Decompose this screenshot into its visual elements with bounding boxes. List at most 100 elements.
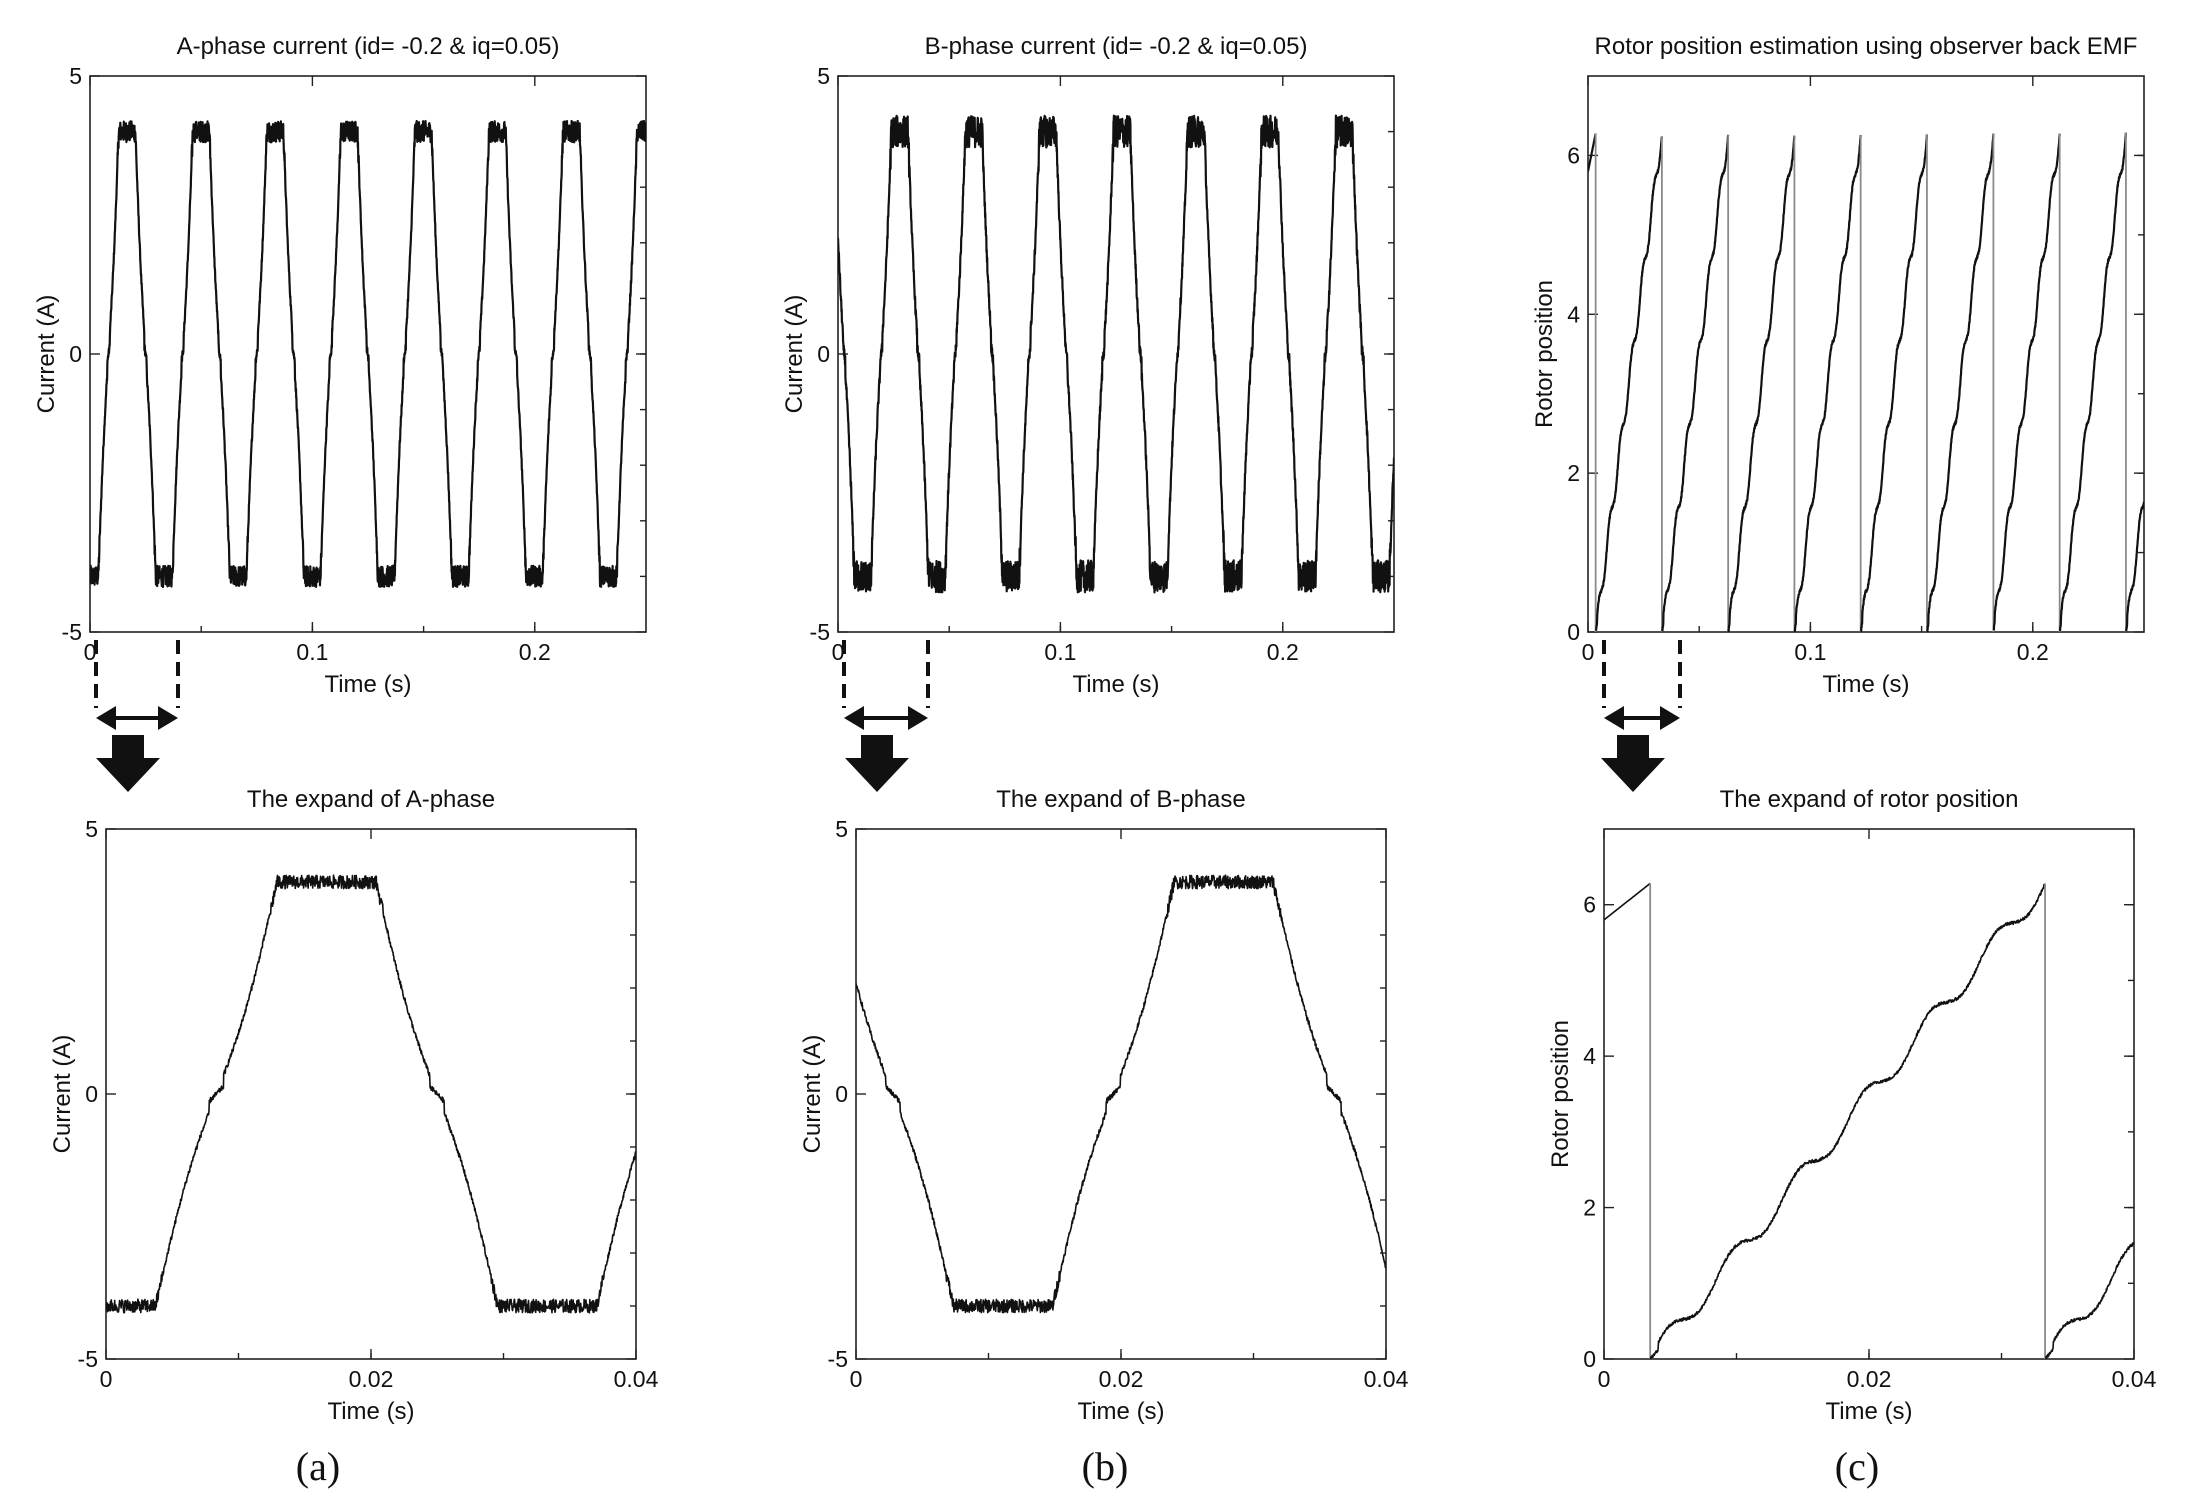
zoom-bracket [94, 640, 180, 708]
y-axis-label: Current (A) [49, 1035, 76, 1154]
y-tick-label: 5 [69, 63, 82, 89]
x-tick-label: 0 [832, 639, 845, 665]
plot-area [1588, 132, 2144, 632]
x-tick-label: 0.04 [2112, 1366, 2157, 1392]
plot-area [1604, 882, 2134, 1359]
x-tick-label: 0.2 [2017, 639, 2049, 665]
panel-label-c: (c) [1835, 1444, 1879, 1489]
x-tick-label: 0.1 [296, 639, 328, 665]
zoom-indicator-a [94, 640, 180, 792]
chart-title: A-phase current (id= -0.2 & iq=0.05) [177, 33, 560, 60]
series-line [1604, 882, 1651, 921]
chart-title: B-phase current (id= -0.2 & iq=0.05) [925, 33, 1308, 60]
chart-title: Rotor position estimation using observer… [1595, 33, 2138, 60]
x-tick-label: 0.02 [1099, 1366, 1144, 1392]
x-axis-label: Time (s) [1825, 1398, 1912, 1425]
y-tick-label: 5 [835, 816, 848, 842]
y-tick-label: 0 [85, 1081, 98, 1107]
y-tick-label: 2 [1583, 1195, 1596, 1221]
chart-title: The expand of rotor position [1720, 786, 2019, 813]
y-axis-label: Current (A) [781, 295, 808, 414]
series-line [1793, 135, 1862, 632]
x-tick-label: 0 [1598, 1366, 1611, 1392]
panel-label-a: (a) [296, 1444, 340, 1489]
x-tick-label: 0.1 [1044, 639, 1076, 665]
y-tick-label: -5 [810, 619, 830, 645]
series-line [1992, 133, 2061, 631]
plot-area [106, 874, 636, 1314]
down-arrow-icon [1601, 735, 1665, 792]
y-tick-label: 0 [817, 341, 830, 367]
series-line [1588, 133, 1597, 172]
y-axis-label: Current (A) [33, 295, 60, 414]
charts-layer: A-phase current (id= -0.2 & iq=0.05) 0 0.1… [33, 33, 2157, 1425]
x-tick-label: 0 [100, 1366, 113, 1392]
y-tick-label: 5 [817, 63, 830, 89]
series-line [1727, 135, 1796, 632]
series-line [856, 874, 1386, 1314]
x-axis-label: Time (s) [1077, 1398, 1164, 1425]
x-tick-label: 0.04 [614, 1366, 659, 1392]
plot-frame [1587, 75, 2145, 633]
x-axis-label: Time (s) [327, 1398, 414, 1425]
zoom-connectors [94, 640, 1682, 792]
x-axis-label: Time (s) [1072, 671, 1159, 698]
x-tick-label: 0 [84, 639, 97, 665]
y-tick-label: -5 [62, 619, 82, 645]
panel-label-b: (b) [1082, 1444, 1129, 1489]
y-tick-label: -5 [78, 1346, 98, 1372]
x-axis-label: Time (s) [324, 671, 411, 698]
plot-frame [837, 75, 1395, 633]
series-line [106, 874, 636, 1314]
y-tick-label: -5 [828, 1346, 848, 1372]
y-tick-label: 6 [1583, 892, 1596, 918]
range-arrow-left [96, 706, 116, 730]
x-tick-label: 0.02 [349, 1366, 394, 1392]
chart-a-top: A-phase current (id= -0.2 & iq=0.05) 0 0.1… [33, 33, 647, 698]
y-tick-label: 0 [1567, 619, 1580, 645]
x-axis-label: Time (s) [1822, 671, 1909, 698]
chart-b-top: B-phase current (id= -0.2 & iq=0.05) 0 0.1… [781, 33, 1395, 698]
plot-area [838, 114, 1394, 594]
y-tick-label: 0 [1583, 1346, 1596, 1372]
series-line [2125, 501, 2144, 632]
plot-frame [105, 828, 637, 1360]
x-tick-label: 0 [1582, 639, 1595, 665]
series-line [90, 119, 646, 589]
y-tick-label: 4 [1567, 301, 1580, 327]
x-tick-label: 0.2 [519, 639, 551, 665]
range-arrow-left [844, 706, 864, 730]
series-line [838, 114, 1394, 594]
series-line [2058, 132, 2127, 632]
chart-title: The expand of A-phase [247, 786, 495, 813]
plot-area [90, 119, 646, 589]
down-arrow-icon [96, 735, 160, 792]
y-tick-label: 6 [1567, 142, 1580, 168]
series-line [1594, 136, 1663, 631]
range-arrow-left [1604, 706, 1624, 730]
chart-c-top: Rotor position estimation using observer… [1531, 33, 2145, 698]
x-tick-label: 0.04 [1364, 1366, 1409, 1392]
y-tick-label: 0 [69, 341, 82, 367]
y-axis-label: Rotor position [1531, 280, 1558, 428]
y-tick-label: 0 [835, 1081, 848, 1107]
series-line [1860, 134, 1928, 632]
zoom-indicator-c [1601, 640, 1682, 792]
x-tick-label: 0.1 [1794, 639, 1826, 665]
y-tick-label: 5 [85, 816, 98, 842]
range-arrow-right [1660, 706, 1680, 730]
y-tick-label: 4 [1583, 1043, 1596, 1069]
range-arrow-right [908, 706, 928, 730]
series-line [1661, 134, 1730, 632]
y-axis-label: Current (A) [799, 1035, 826, 1154]
x-tick-label: 0.2 [1267, 639, 1299, 665]
chart-c-zoom: The expand of rotor position 0 0.02 0.04 0 2 4… [1547, 786, 2157, 1425]
chart-title: The expand of B-phase [996, 786, 1246, 813]
series-line [1649, 883, 2046, 1359]
series-line [1926, 133, 1995, 632]
x-tick-label: 0.02 [1847, 1366, 1892, 1392]
zoom-bracket [1602, 640, 1682, 708]
